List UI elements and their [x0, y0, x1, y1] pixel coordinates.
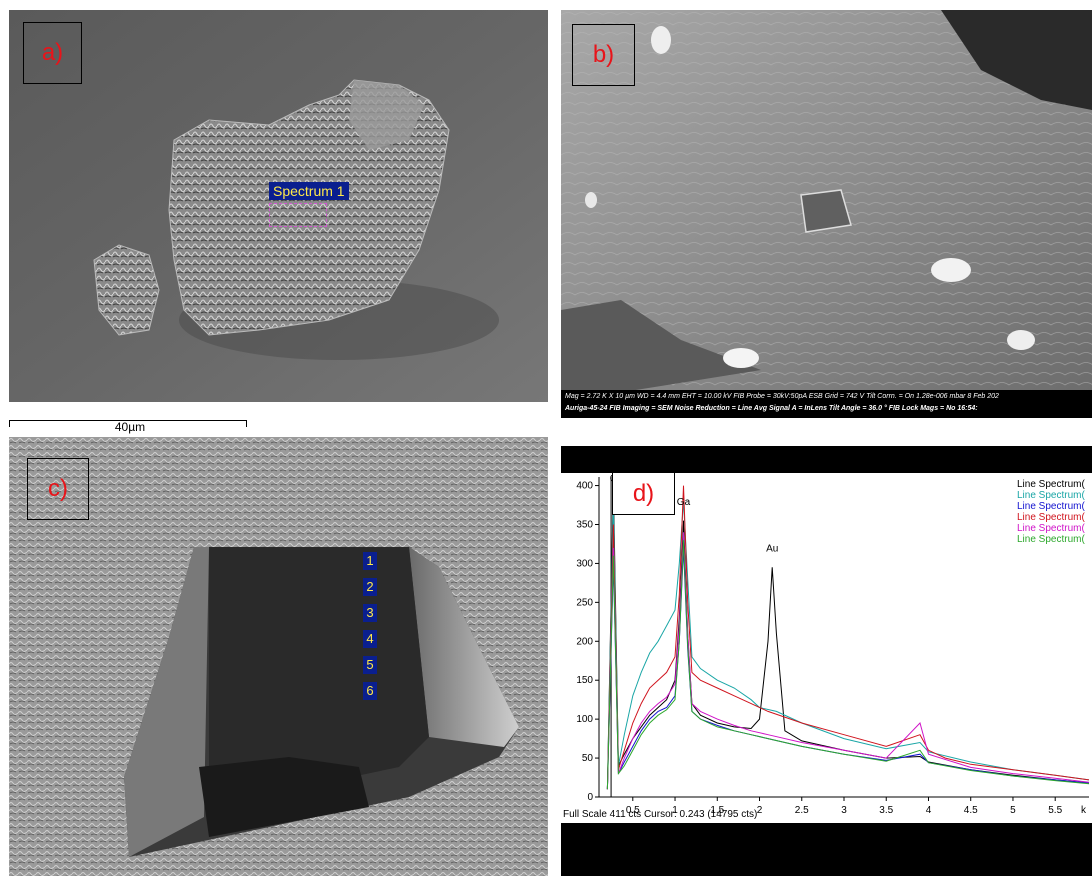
x-tick-label: 4 [926, 805, 932, 816]
plot-area: 0 50 100 150 200 250 300 350 400 0.5 1 1.5 2 2.5 3 3.5 4… [563, 474, 1090, 820]
panel-c-sem-image: c) 1 2 3 4 5 6 [9, 437, 548, 876]
spectrum-series-line [606, 501, 1090, 790]
y-tick-label: 400 [576, 481, 593, 492]
panel-b-sem-image: b) Mag = 2.72 K X 10 µm WD = 4.4 mm EHT … [561, 10, 1092, 418]
sem-fib-trench-image-c [9, 437, 548, 876]
spectrum-footer: Full Scale 411 cts Cursor: 0.243 (14795 … [563, 809, 757, 820]
sem-info-line-1: Mag = 2.72 K X 10 µm WD = 4.4 mm EHT = 1… [565, 393, 999, 400]
line-scan-points: 1 2 3 4 5 6 [363, 552, 379, 712]
sem-info-bar: Mag = 2.72 K X 10 µm WD = 4.4 mm EHT = 1… [561, 390, 1092, 418]
x-tick-label: 0.5 [626, 805, 640, 816]
y-tick-label: 350 [576, 519, 593, 530]
sem-info-line-2: Auriga-45-24 FIB Imaging = SEM Noise Red… [565, 405, 978, 412]
x-tick-label: 3 [841, 805, 847, 816]
x-tick-label: 1.5 [710, 805, 724, 816]
y-tick-label: 250 [576, 597, 593, 608]
spectrum-series-line [606, 485, 1090, 790]
legend-entry: Line Spectrum( [1017, 534, 1085, 545]
legend-entry: Line Spectrum( [1017, 501, 1085, 512]
x-tick-label: 5.5 [1048, 805, 1062, 816]
legend-entry: Line Spectrum( [1017, 512, 1085, 523]
y-tick-label: 0 [587, 792, 593, 803]
panel-c-label: c) [27, 458, 89, 520]
line-scan-point-2: 2 [363, 578, 377, 596]
spectrum-1-box [269, 203, 327, 227]
x-tick-label: 5 [1010, 805, 1016, 816]
line-scan-point-6: 6 [363, 682, 377, 700]
legend-entry: Line Spectrum( [1017, 479, 1085, 490]
panel-a-scale-bar [9, 420, 247, 427]
x-tick-label: 3.5 [879, 805, 893, 816]
legend-entry: Line Spectrum( [1017, 523, 1085, 534]
line-scan-point-1: 1 [363, 552, 377, 570]
y-tick-label: 200 [576, 636, 593, 647]
y-tick-label: 150 [576, 675, 593, 686]
x-tick-label: 2.5 [795, 805, 809, 816]
panel-d-label: d) [612, 472, 675, 515]
spectrum-series-line [606, 485, 1090, 790]
x-unit-label: k [1081, 805, 1087, 816]
panel-d-eds-spectrum: 0 50 100 150 200 250 300 350 400 0.5 1 1.5 2 2.5 3 3.5 4… [561, 446, 1092, 876]
legend-entry: Line Spectrum( [1017, 490, 1085, 501]
panel-a-scale-label: 40µm [114, 420, 146, 434]
line-scan-point-3: 3 [363, 604, 377, 622]
peak-label: Ga [677, 497, 691, 508]
eds-spectrum-chart: 0 50 100 150 200 250 300 350 400 0.5 1 1.5 2 2.5 3 3.5 4… [561, 473, 1092, 823]
line-scan-point-4: 4 [363, 630, 377, 648]
panel-a-label: a) [23, 22, 82, 84]
spectrum-series-line [606, 532, 1090, 790]
x-tick-label: 4.5 [964, 805, 978, 816]
peak-label: Au [766, 544, 778, 555]
sem-surface-image-b [561, 10, 1092, 402]
panel-a-sem-image: a) Spectrum 1 [9, 10, 548, 402]
x-tick-label: 1 [672, 805, 678, 816]
spectrum-series-line [606, 540, 1090, 790]
x-tick-label: 2 [757, 805, 763, 816]
line-scan-point-5: 5 [363, 656, 377, 674]
y-tick-label: 50 [582, 753, 594, 764]
y-tick-label: 100 [576, 714, 593, 725]
y-tick-label: 300 [576, 558, 593, 569]
spectrum-1-label: Spectrum 1 [269, 182, 349, 200]
sem-particle-image-a [9, 10, 548, 402]
panel-b-label: b) [572, 24, 635, 86]
